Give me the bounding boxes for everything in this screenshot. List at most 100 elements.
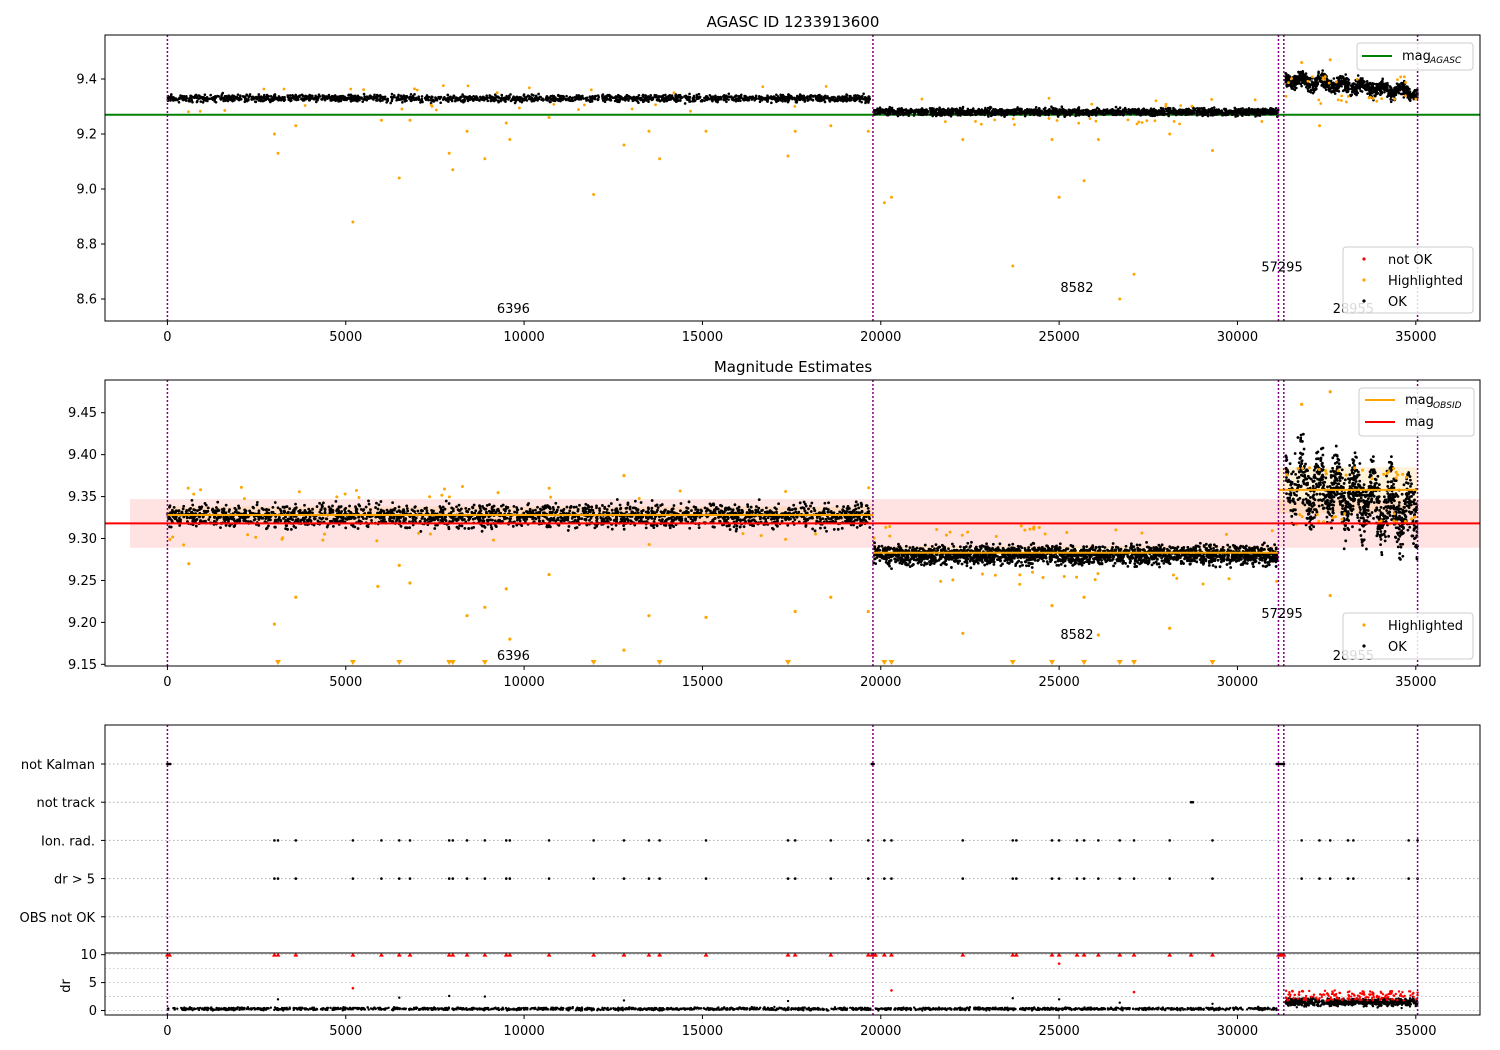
- highlighted-point: [413, 87, 416, 91]
- ok-point: [301, 94, 305, 98]
- ok-point: [1349, 84, 1353, 87]
- ok-point: [1236, 114, 1239, 118]
- ok-point: [691, 96, 695, 100]
- ok-point: [1187, 113, 1191, 116]
- ok-point: [974, 113, 977, 116]
- ok-point: [203, 93, 207, 97]
- ok-point: [631, 96, 635, 100]
- highlighted-point: [1375, 99, 1379, 103]
- ok-point: [1387, 90, 1390, 93]
- ok-point: [431, 95, 434, 99]
- highlighted-point: [447, 151, 451, 155]
- ok-point: [288, 97, 292, 101]
- ok-point: [862, 92, 865, 96]
- ok-point: [1044, 113, 1047, 117]
- ok-point: [1185, 108, 1188, 112]
- ok-point: [1102, 108, 1106, 112]
- ok-point: [308, 95, 311, 98]
- ok-point: [637, 94, 641, 97]
- highlighted-point: [1135, 122, 1139, 126]
- ok-point: [1267, 109, 1271, 113]
- ok-point: [1377, 82, 1381, 86]
- ok-point: [1394, 93, 1398, 97]
- ok-point: [564, 98, 568, 102]
- ok-point: [594, 94, 598, 98]
- ok-point: [1341, 89, 1345, 93]
- ok-point: [683, 102, 687, 105]
- highlighted-point: [1178, 122, 1182, 126]
- ok-point: [776, 96, 779, 100]
- highlighted-point: [547, 116, 551, 119]
- highlighted-point: [1371, 96, 1375, 100]
- ok-point: [890, 108, 894, 112]
- ok-point: [566, 529, 570, 532]
- ok-point: [823, 94, 827, 98]
- ok-point: [247, 95, 251, 99]
- ok-point: [404, 96, 407, 100]
- ok-point: [343, 98, 346, 102]
- ok-point: [685, 95, 689, 99]
- ok-point: [615, 98, 619, 102]
- ok-point: [1029, 109, 1033, 113]
- ok-point: [539, 95, 543, 99]
- ok-point: [896, 111, 899, 114]
- ok-point: [481, 96, 485, 99]
- highlighted-point: [793, 129, 797, 133]
- ok-point: [409, 92, 413, 96]
- ok-point: [219, 97, 223, 100]
- y-tick-label: 8.6: [76, 293, 97, 308]
- ok-point: [1199, 111, 1202, 114]
- highlighted-point: [223, 109, 227, 112]
- ok-point: [196, 99, 199, 103]
- ok-point: [567, 97, 570, 100]
- ok-point: [877, 111, 881, 115]
- ok-point: [482, 98, 486, 102]
- ok-point: [1356, 74, 1360, 77]
- ok-point: [253, 100, 257, 104]
- ok-point: [1303, 82, 1307, 86]
- ok-point: [1258, 114, 1262, 117]
- ok-point: [1399, 92, 1403, 96]
- ok-point: [956, 113, 960, 117]
- ok-point: [263, 97, 266, 100]
- ok-point: [860, 100, 863, 104]
- highlighted-point: [1404, 94, 1407, 98]
- ok-point: [834, 98, 837, 102]
- highlighted-point: [400, 107, 404, 111]
- ok-point: [1330, 82, 1334, 86]
- ok-point: [1387, 92, 1391, 96]
- ok-point: [354, 99, 358, 102]
- x-tick-label: 20000: [860, 330, 901, 345]
- ok-point: [936, 112, 940, 116]
- ok-point: [518, 96, 521, 99]
- ok-point: [912, 109, 916, 113]
- ok-point: [624, 99, 627, 102]
- highlighted-point: [1323, 75, 1327, 78]
- ok-point: [1082, 113, 1086, 116]
- ok-point: [1203, 109, 1207, 112]
- ok-point: [625, 93, 629, 97]
- ok-point: [1146, 109, 1149, 112]
- highlighted-point: [294, 124, 298, 128]
- ok-point: [775, 510, 778, 514]
- ok-point: [182, 95, 186, 98]
- ok-point: [592, 96, 595, 100]
- ok-point: [169, 95, 173, 98]
- ok-point: [631, 99, 635, 103]
- ok-point: [1380, 80, 1384, 83]
- highlighted-point: [1328, 58, 1332, 62]
- ok-point: [639, 96, 642, 100]
- ok-point: [1295, 79, 1299, 82]
- ok-point: [458, 96, 461, 100]
- highlighted-point: [1137, 120, 1141, 124]
- ok-point: [432, 100, 435, 103]
- ok-point: [1265, 110, 1269, 114]
- highlighted-point: [1132, 272, 1136, 276]
- ok-point: [598, 509, 602, 513]
- ok-point: [420, 99, 424, 103]
- ok-point: [172, 505, 176, 509]
- ok-point: [177, 100, 181, 104]
- ok-point: [1189, 110, 1192, 113]
- ok-point: [1325, 77, 1329, 81]
- ok-point: [705, 98, 709, 102]
